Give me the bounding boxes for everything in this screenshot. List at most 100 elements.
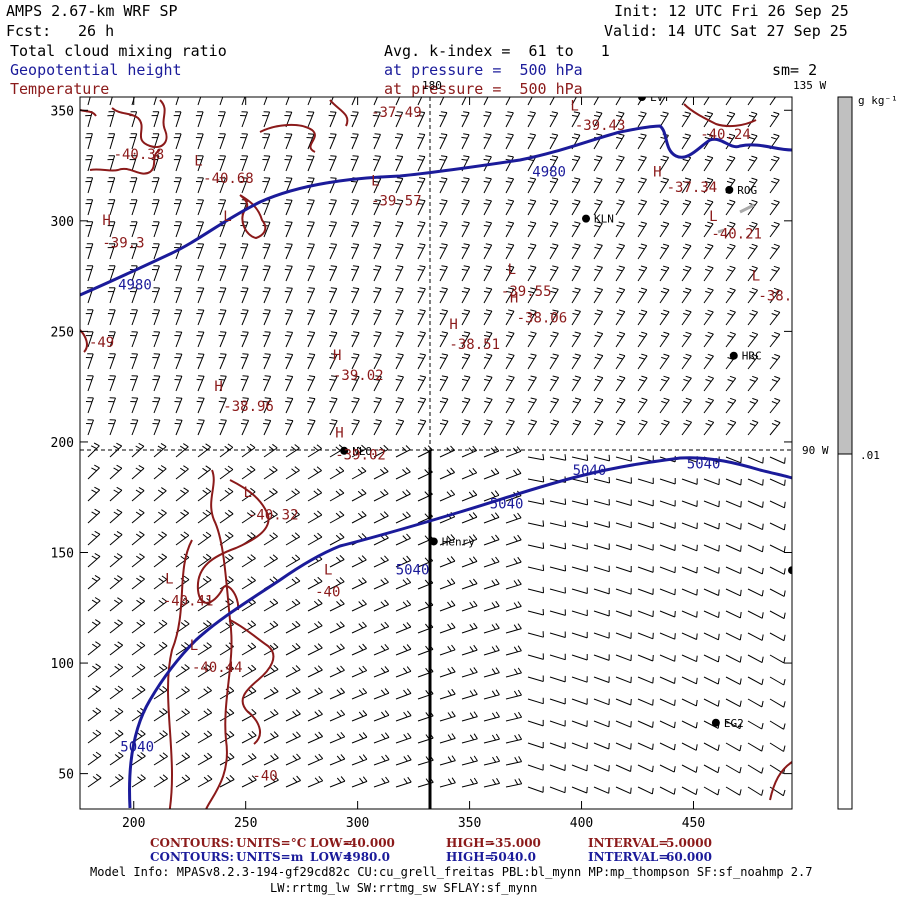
wind-barb	[769, 309, 781, 326]
wind-barb	[571, 786, 588, 794]
wind-barb	[483, 645, 500, 656]
wind-barb	[373, 599, 389, 612]
contour-info-field: CONTOURS:	[150, 850, 234, 864]
wind-barb	[703, 764, 720, 774]
wind-barb	[747, 133, 758, 150]
wind-barb	[284, 353, 294, 370]
wind-barb	[483, 133, 492, 150]
wind-barb	[439, 97, 445, 106]
wind-barb	[681, 419, 692, 436]
wind-barb	[395, 644, 412, 656]
wind-barb	[747, 500, 764, 508]
longitude-label-180: 180	[422, 79, 442, 92]
wind-barb	[195, 155, 204, 172]
wind-barb	[373, 511, 389, 524]
temperature-label: H	[449, 317, 457, 333]
wind-barb	[131, 619, 146, 634]
wind-barb	[593, 375, 604, 392]
wind-barb	[615, 353, 626, 370]
wind-barb	[527, 608, 544, 616]
wind-barb	[329, 466, 345, 480]
wind-barb	[505, 579, 522, 590]
wind-barb	[175, 487, 189, 502]
wind-barb	[351, 397, 360, 414]
wind-barb	[306, 287, 316, 304]
wind-barb	[85, 243, 94, 260]
wind-barb	[527, 675, 544, 682]
x-axis: 200 250 300 350 400 450	[122, 97, 705, 831]
wind-barb	[241, 554, 256, 568]
wind-barb	[263, 664, 279, 678]
wind-barb	[747, 221, 758, 238]
wind-barb	[175, 509, 190, 524]
wind-barb	[174, 331, 183, 348]
wind-barb	[549, 675, 566, 683]
wind-barb	[615, 221, 625, 238]
wind-barb	[240, 353, 249, 370]
wind-barb	[107, 287, 116, 304]
wind-barb	[329, 621, 345, 634]
wind-barb	[306, 243, 315, 260]
wind-barb	[197, 487, 212, 502]
wind-barb	[351, 555, 367, 568]
wind-barb	[151, 265, 160, 282]
wind-barb	[593, 476, 610, 484]
wind-barb	[85, 221, 94, 238]
wind-barb	[439, 622, 456, 634]
wind-barb	[549, 287, 559, 304]
wind-barb	[417, 221, 426, 238]
wind-barb	[439, 375, 449, 392]
wind-barb	[153, 465, 167, 480]
wind-barb	[285, 775, 301, 788]
height-label: 4980	[532, 165, 566, 181]
wind-barb	[284, 155, 293, 172]
wind-barb	[107, 155, 116, 172]
wind-barb	[285, 397, 294, 414]
wind-barb	[659, 375, 670, 392]
wind-barb	[681, 353, 692, 370]
wind-barb	[703, 155, 714, 172]
wind-barb	[637, 353, 648, 370]
wind-barb	[395, 555, 411, 568]
wind-barb	[769, 742, 786, 752]
wind-barb	[681, 500, 698, 507]
wind-barb	[637, 566, 654, 573]
wind-barb	[351, 511, 367, 524]
wind-barb	[637, 199, 648, 216]
wind-barb	[152, 353, 161, 370]
wind-barb	[86, 419, 94, 436]
wind-barb	[747, 397, 759, 414]
wind-barb	[483, 711, 500, 722]
wind-barb	[285, 444, 300, 458]
wind-barb	[615, 786, 632, 795]
wind-barb	[85, 397, 94, 414]
wind-barb	[659, 786, 676, 795]
wind-barb	[263, 466, 278, 480]
wind-barb	[461, 689, 478, 700]
wind-barb	[439, 221, 448, 238]
wind-barb	[285, 665, 301, 678]
y-tick-label: 300	[51, 215, 74, 230]
wind-barb	[373, 688, 390, 700]
wind-barb	[483, 199, 492, 216]
wind-barb	[307, 576, 323, 590]
wind-barb	[769, 478, 786, 487]
wind-barb	[505, 512, 522, 524]
wind-barb	[350, 111, 359, 128]
wind-barb	[395, 397, 405, 414]
wind-barb	[527, 111, 536, 128]
temperature-label: -40.41	[163, 594, 214, 610]
temperature-label: -37.34	[667, 180, 718, 196]
wind-barb	[240, 111, 248, 128]
wind-barb	[263, 598, 279, 612]
wind-barb	[373, 419, 382, 436]
wind-barb	[109, 530, 123, 546]
wind-barb	[593, 221, 603, 238]
wind-barb	[527, 697, 544, 705]
wind-barb	[263, 642, 279, 656]
wind-barb	[329, 419, 338, 436]
wind-barb	[153, 774, 168, 788]
wind-barb	[681, 287, 692, 304]
wind-barb	[351, 265, 360, 282]
